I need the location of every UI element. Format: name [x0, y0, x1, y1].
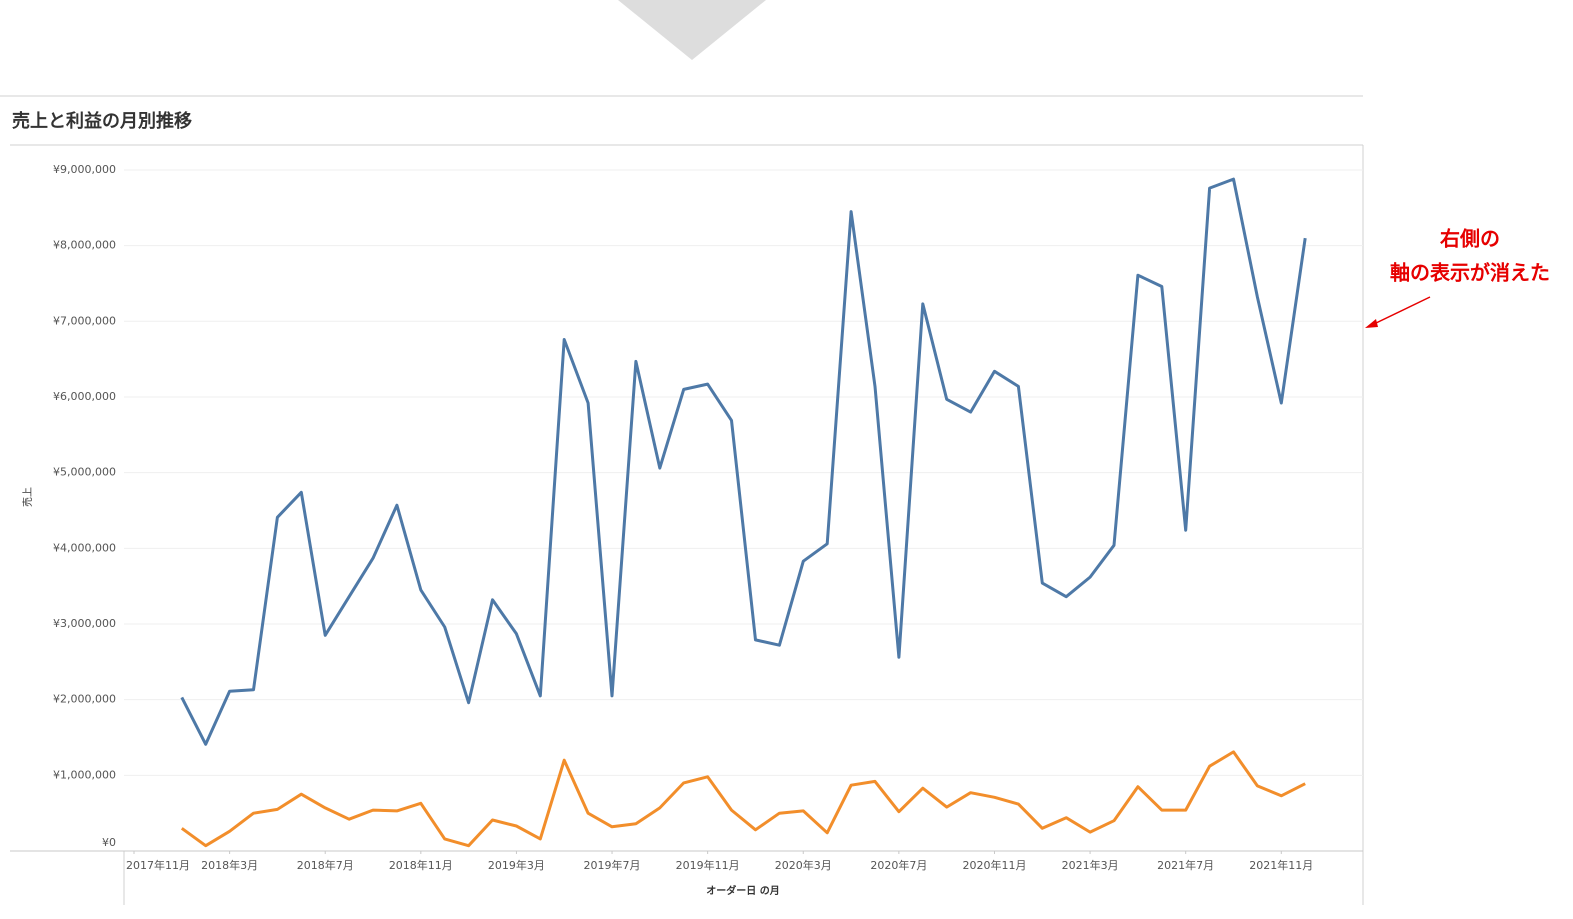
x-tick-label: 2020年7月: [870, 858, 927, 872]
x-tick-label: 2020年3月: [775, 858, 832, 872]
x-tick-label: 2017年11月: [126, 858, 190, 872]
x-tick-label: 2018年11月: [389, 858, 453, 872]
annotation: 軸の表示が消えた: [1390, 261, 1550, 285]
line-series: [180, 750, 1306, 848]
y-tick-label: ¥2,000,000: [53, 693, 116, 706]
y-tick-label: ¥1,000,000: [53, 768, 116, 781]
y-tick-label: ¥5,000,000: [53, 466, 116, 479]
y-tick-label: ¥4,000,000: [53, 541, 116, 554]
x-tick-label: 2018年3月: [201, 858, 258, 872]
x-axis-title: オーダー日 の月: [706, 884, 779, 897]
x-tick-label: 2021年11月: [1249, 858, 1313, 872]
chart-title: 売上と利益の月別推移: [12, 110, 192, 132]
flow-arrow: [618, 0, 766, 60]
x-tick-label: 2021年3月: [1062, 858, 1119, 872]
y-axis-title: 売上: [21, 487, 34, 507]
y-tick-label: ¥3,000,000: [53, 617, 116, 630]
annotation: 右側の: [1440, 227, 1500, 251]
annotation-arrowhead: [1365, 319, 1378, 328]
line-series: [180, 177, 1307, 746]
x-tick-label: 2019年7月: [584, 858, 641, 872]
x-tick-label: 2019年11月: [676, 858, 740, 872]
x-tick-label: 2021年7月: [1157, 858, 1214, 872]
annotation-arrow: [1373, 296, 1431, 325]
x-tick-label: 2019年3月: [488, 858, 545, 872]
y-tick-label: ¥0: [102, 836, 116, 849]
y-tick-label: ¥7,000,000: [53, 314, 116, 327]
x-tick-label: 2018年7月: [297, 858, 354, 872]
y-tick-label: ¥9,000,000: [53, 163, 116, 176]
x-tick-label: 2020年11月: [962, 858, 1026, 872]
y-tick-label: ¥8,000,000: [53, 239, 116, 252]
y-tick-label: ¥6,000,000: [53, 390, 116, 403]
